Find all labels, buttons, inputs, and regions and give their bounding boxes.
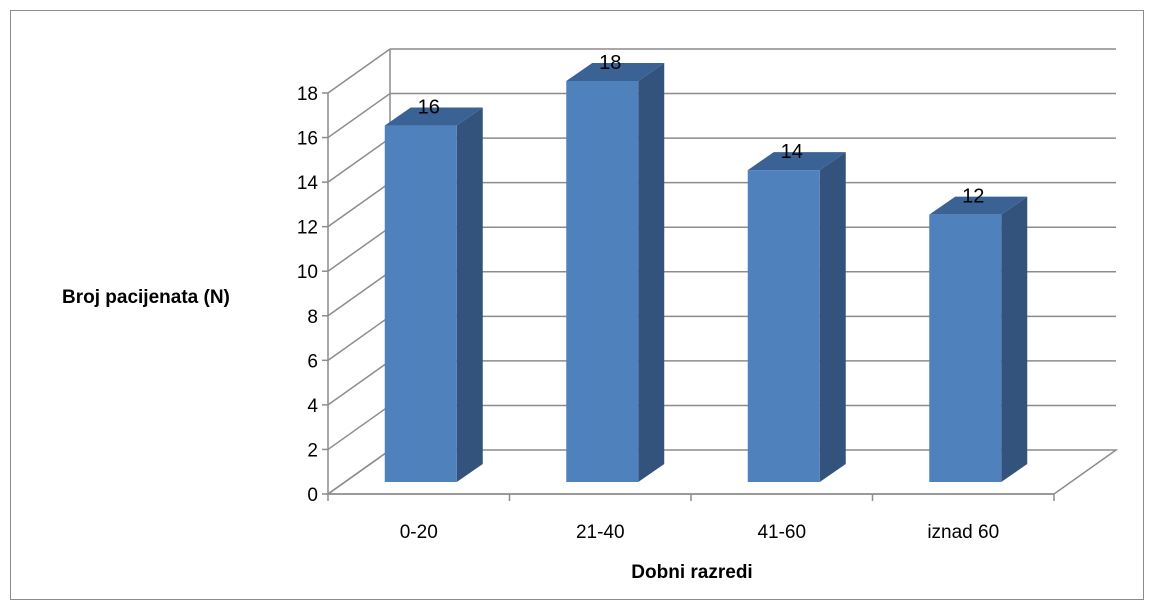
data-label: 18 <box>599 52 621 74</box>
y-axis-label: Broj pacijenata (N) <box>62 287 230 308</box>
bar-41-60 <box>747 152 846 482</box>
bar-top <box>384 107 483 126</box>
gridline-diagonal <box>327 92 391 139</box>
data-labels: 16 18 14 12 <box>418 52 985 208</box>
axes <box>322 92 1055 501</box>
bar-side <box>1001 196 1028 482</box>
bar-top <box>747 152 846 171</box>
data-label: 14 <box>781 141 803 163</box>
gridline-diagonal <box>327 271 391 317</box>
data-label: 12 <box>962 186 984 208</box>
bar-front <box>566 81 639 482</box>
y-tick-label: 18 <box>297 84 318 105</box>
bar-front <box>929 214 1002 482</box>
x-tick-label: iznad 60 <box>927 522 999 543</box>
gridline-diagonal <box>327 360 391 406</box>
y-tick-label: 0 <box>307 485 318 506</box>
bar-side <box>456 107 483 483</box>
y-tick-labels: 0 2 4 6 8 10 12 14 16 18 <box>297 84 319 506</box>
bar-21-40 <box>566 63 665 482</box>
y-tick-label: 2 <box>307 440 318 461</box>
y-tick-label: 4 <box>307 396 318 417</box>
y-tick-label: 14 <box>297 173 319 194</box>
bars <box>384 63 1028 483</box>
bar-side <box>638 63 665 482</box>
gridline-diagonal <box>327 449 391 495</box>
data-label: 16 <box>418 97 440 119</box>
gridline-diagonal <box>327 226 391 272</box>
bar-front <box>747 170 820 482</box>
y-tick-label: 10 <box>297 262 318 283</box>
x-tick-label: 0-20 <box>400 522 438 543</box>
x-tick-label: 41-60 <box>757 522 806 543</box>
x-tick-label: 21-40 <box>576 522 625 543</box>
bar-iznad 60 <box>929 196 1028 482</box>
gridline-diagonal <box>327 48 391 94</box>
bar-front <box>384 125 457 483</box>
gridline-diagonal <box>327 182 391 228</box>
bar-top <box>929 196 1028 215</box>
y-tick-label: 6 <box>307 351 318 372</box>
y-tick-label: 8 <box>307 307 318 328</box>
bar-top <box>566 63 665 81</box>
bar-0-20 <box>384 107 483 483</box>
x-axis-label: Dobni razredi <box>631 562 752 583</box>
bar-side <box>819 152 846 482</box>
gridline-diagonal <box>327 137 391 183</box>
y-tick-label: 12 <box>297 218 318 239</box>
x-tick-labels: 0-20 21-40 41-60 iznad 60 <box>400 522 999 543</box>
gridline-diagonal <box>327 404 391 451</box>
gridline-diagonal <box>327 315 391 361</box>
y-tick-label: 16 <box>297 129 318 150</box>
